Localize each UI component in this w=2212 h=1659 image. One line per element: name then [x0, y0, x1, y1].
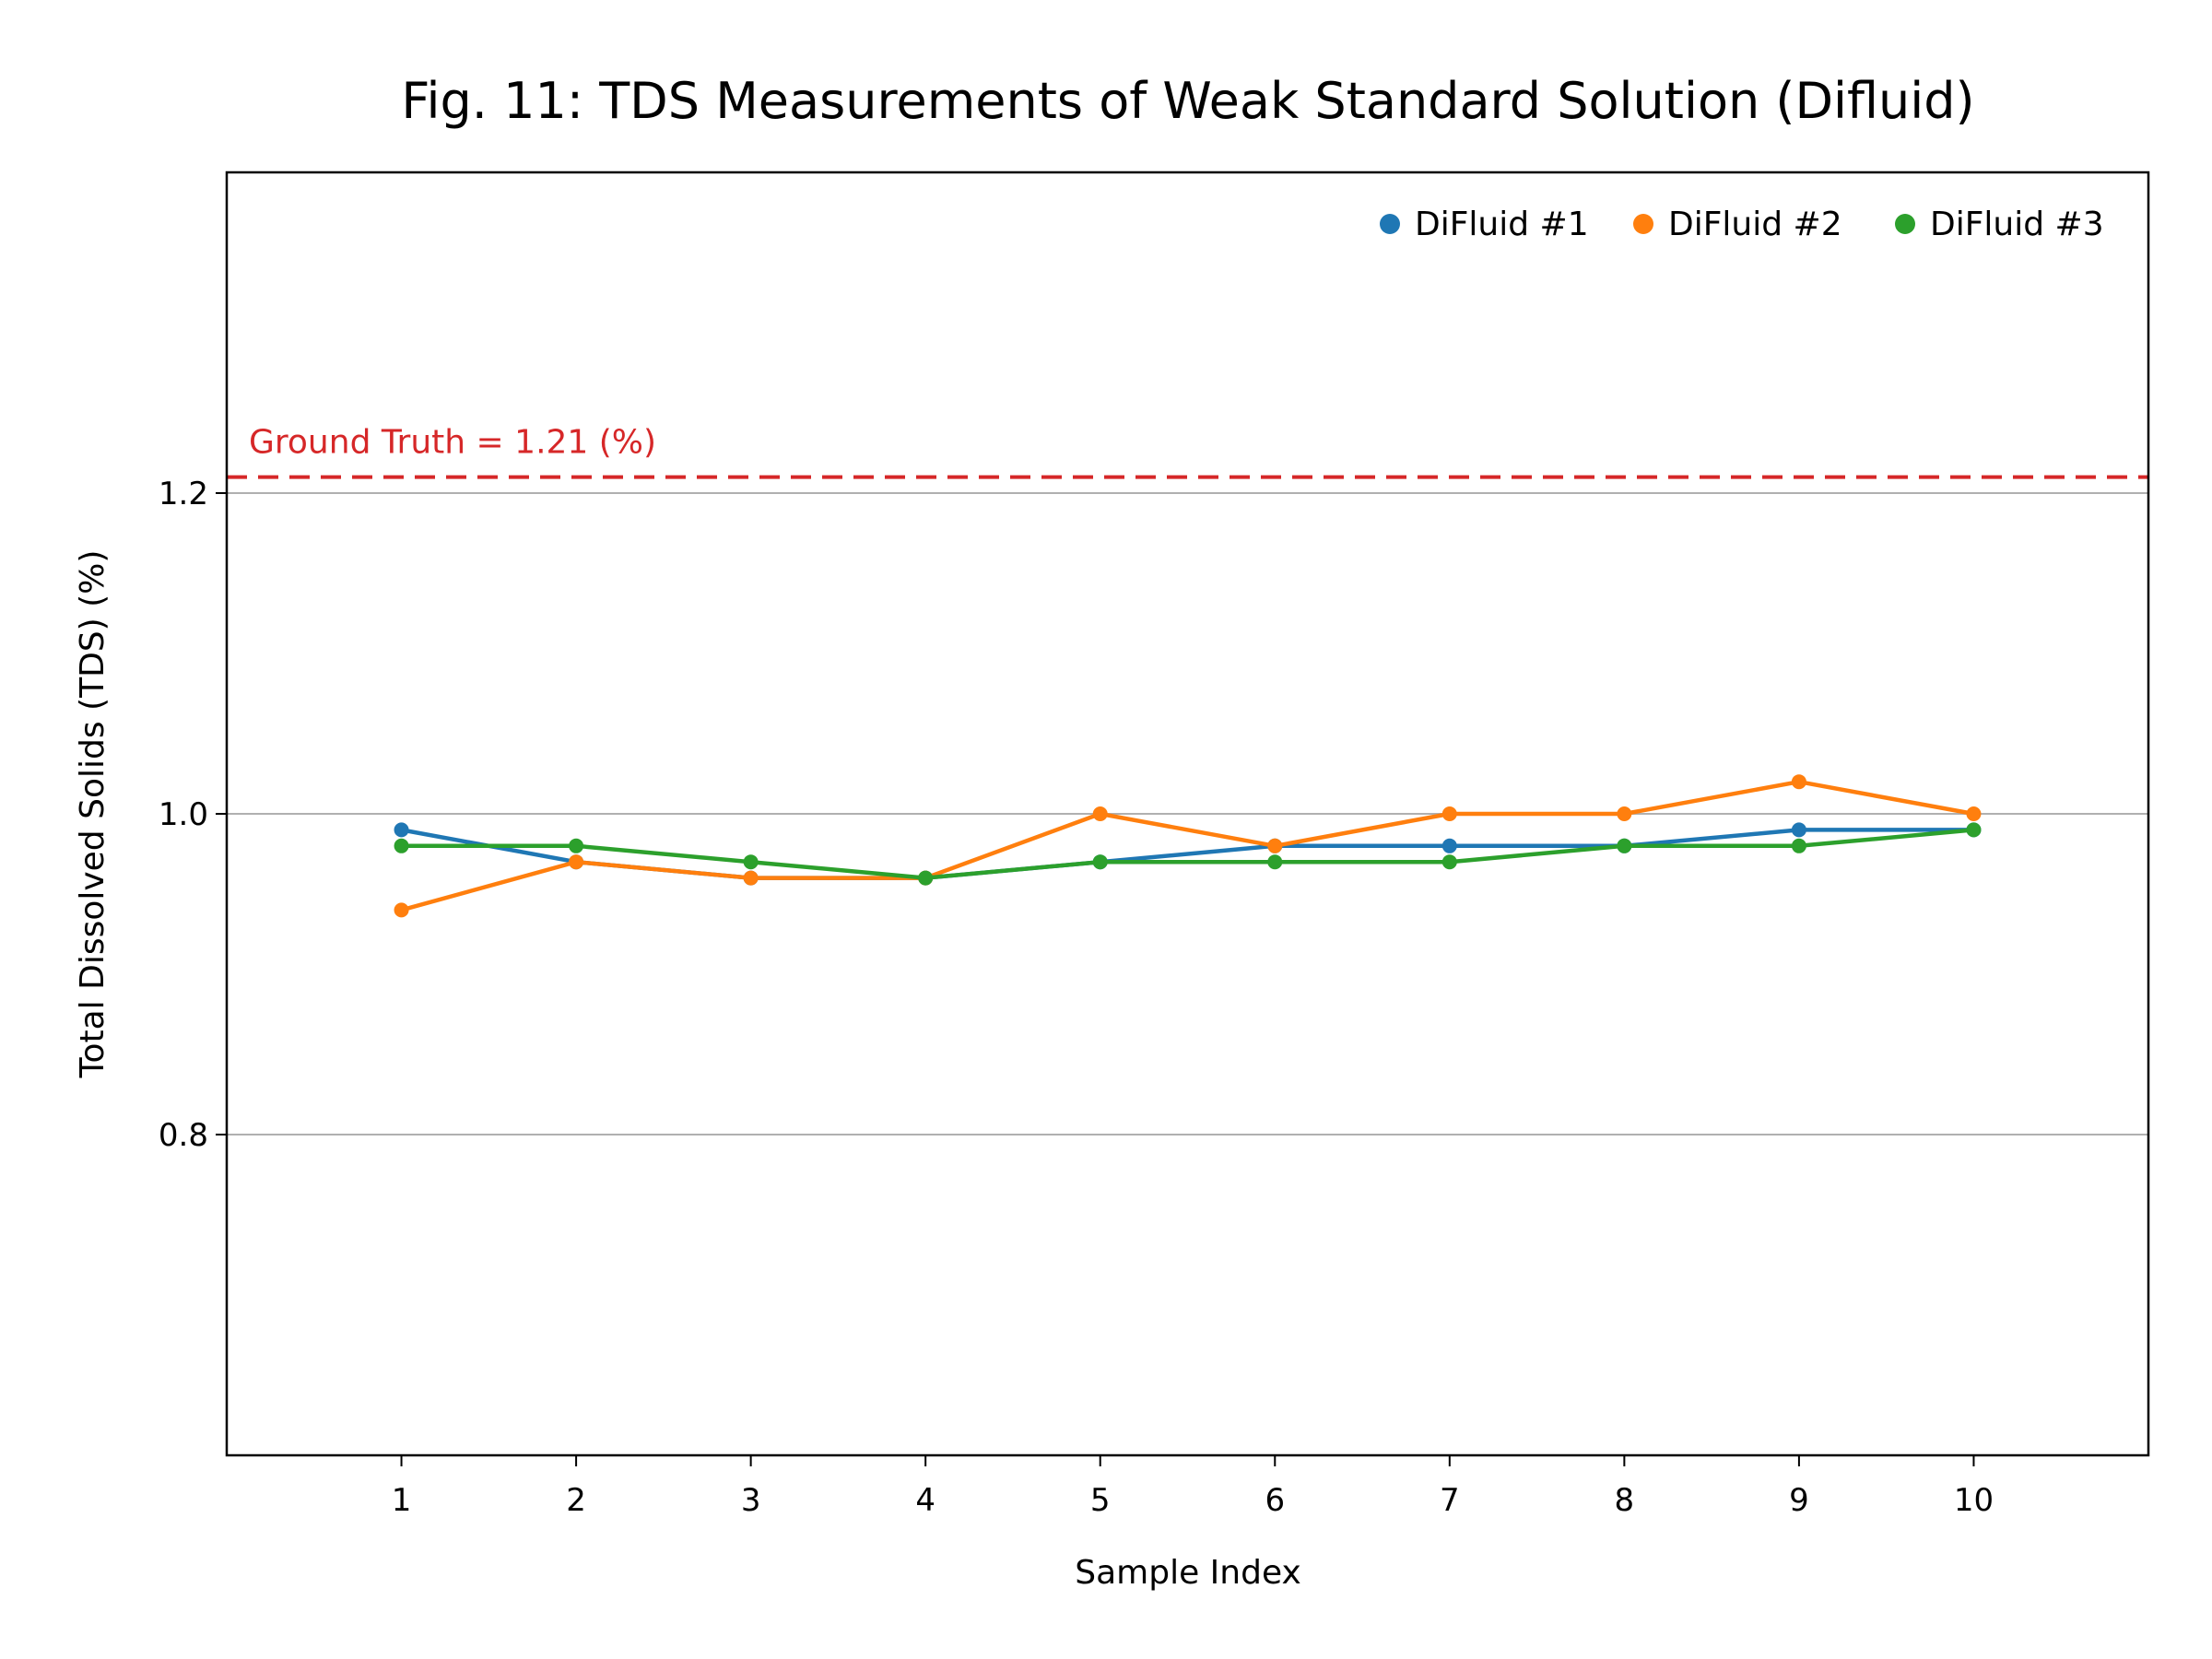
- legend-marker-3: [1895, 214, 1915, 234]
- data-point-series-3: [1267, 854, 1283, 870]
- data-point-series-3: [1617, 838, 1632, 853]
- data-point-series-2: [1092, 806, 1108, 821]
- legend-label-1: DiFluid #1: [1415, 206, 1589, 243]
- series-line-2: [400, 779, 1974, 912]
- y-tick-label: 1.0: [159, 796, 208, 833]
- x-tick-label: 7: [1440, 1482, 1460, 1519]
- y-axis-label: Total Dissolved Solids (TDS) (%): [74, 550, 112, 1079]
- x-tick-label: 8: [1615, 1482, 1635, 1519]
- legend-label-3: DiFluid #3: [1930, 206, 2104, 243]
- y-tick-label: 1.2: [159, 476, 208, 512]
- data-point-series-2: [1441, 806, 1457, 821]
- x-tick-label: 2: [566, 1482, 586, 1519]
- data-point-series-2: [394, 902, 409, 918]
- series-line-3: [401, 828, 1974, 880]
- data-point-series-3: [1092, 854, 1108, 870]
- legend-marker-1: [1380, 214, 1400, 234]
- data-point-series-2: [1617, 806, 1632, 821]
- x-axis-ticks: 1 2 3 4 5 6 7 8 9 10: [392, 1455, 1994, 1519]
- grid-lines: [227, 492, 2148, 1135]
- x-tick-label: 9: [1789, 1482, 1809, 1519]
- x-tick-label: 10: [1954, 1482, 1994, 1519]
- legend: DiFluid #1 DiFluid #2 DiFluid #3: [1380, 206, 2104, 243]
- data-point-series-3: [743, 854, 759, 870]
- data-point-series-3: [1966, 822, 1982, 838]
- data-point-series-3: [1441, 854, 1457, 870]
- data-point-series-1: [1441, 838, 1457, 853]
- data-point-series-2: [1966, 806, 1982, 821]
- data-point-series-3: [569, 838, 584, 853]
- x-tick-label: 3: [741, 1482, 761, 1519]
- ground-truth-label: Ground Truth = 1.21 (%): [249, 424, 656, 462]
- x-tick-label: 1: [392, 1482, 412, 1519]
- series-line-1: [401, 828, 1974, 880]
- x-tick-label: 6: [1265, 1482, 1285, 1519]
- x-axis-label: Sample Index: [1075, 1554, 1301, 1592]
- data-point-series-1: [394, 822, 409, 838]
- data-point-series-3: [394, 838, 409, 853]
- chart-title: Fig. 11: TDS Measurements of Weak Standa…: [401, 72, 1974, 130]
- data-point-series-2: [1267, 838, 1283, 853]
- y-axis-ticks: 0.8 1.0 1.2: [159, 476, 227, 1154]
- legend-label-2: DiFluid #2: [1668, 206, 1842, 243]
- x-tick-label: 5: [1090, 1482, 1111, 1519]
- data-point-series-2: [743, 870, 759, 886]
- data-point-series-1: [1791, 822, 1806, 838]
- reference-layer: Ground Truth = 1.21 (%): [227, 424, 2148, 479]
- legend-marker-2: [1633, 214, 1653, 234]
- y-tick-label: 0.8: [159, 1117, 208, 1154]
- data-point-series-2: [1791, 774, 1806, 790]
- series-layer: [394, 774, 1982, 918]
- data-point-series-2: [569, 854, 584, 870]
- data-point-series-3: [1791, 838, 1806, 853]
- x-tick-label: 4: [915, 1482, 935, 1519]
- data-point-series-3: [918, 870, 934, 886]
